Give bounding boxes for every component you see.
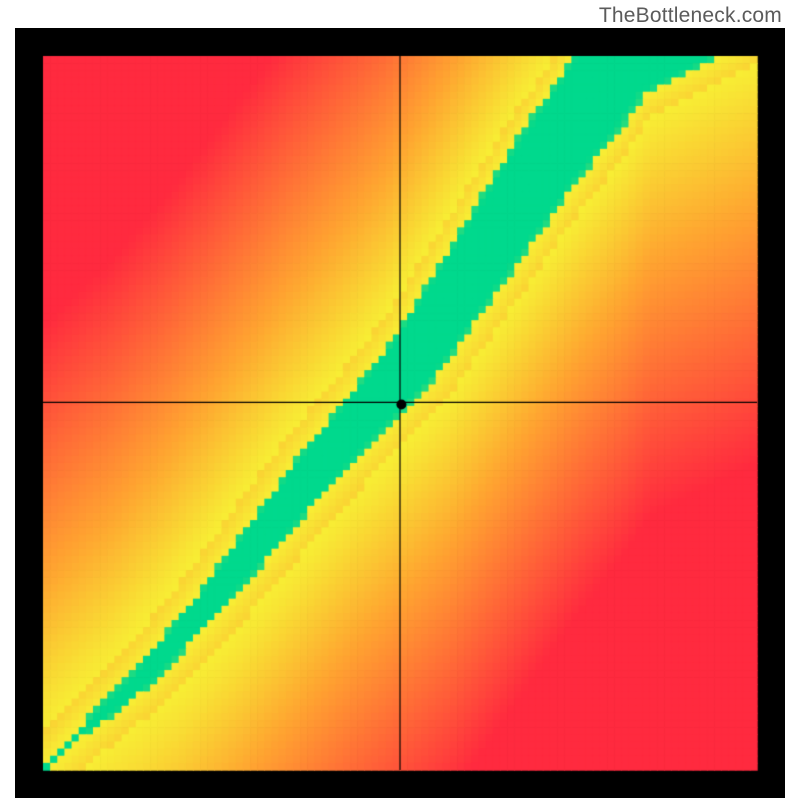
watermark-text: TheBottleneck.com bbox=[599, 4, 782, 28]
chart-container: TheBottleneck.com bbox=[0, 0, 800, 800]
bottleneck-heatmap bbox=[15, 28, 785, 798]
